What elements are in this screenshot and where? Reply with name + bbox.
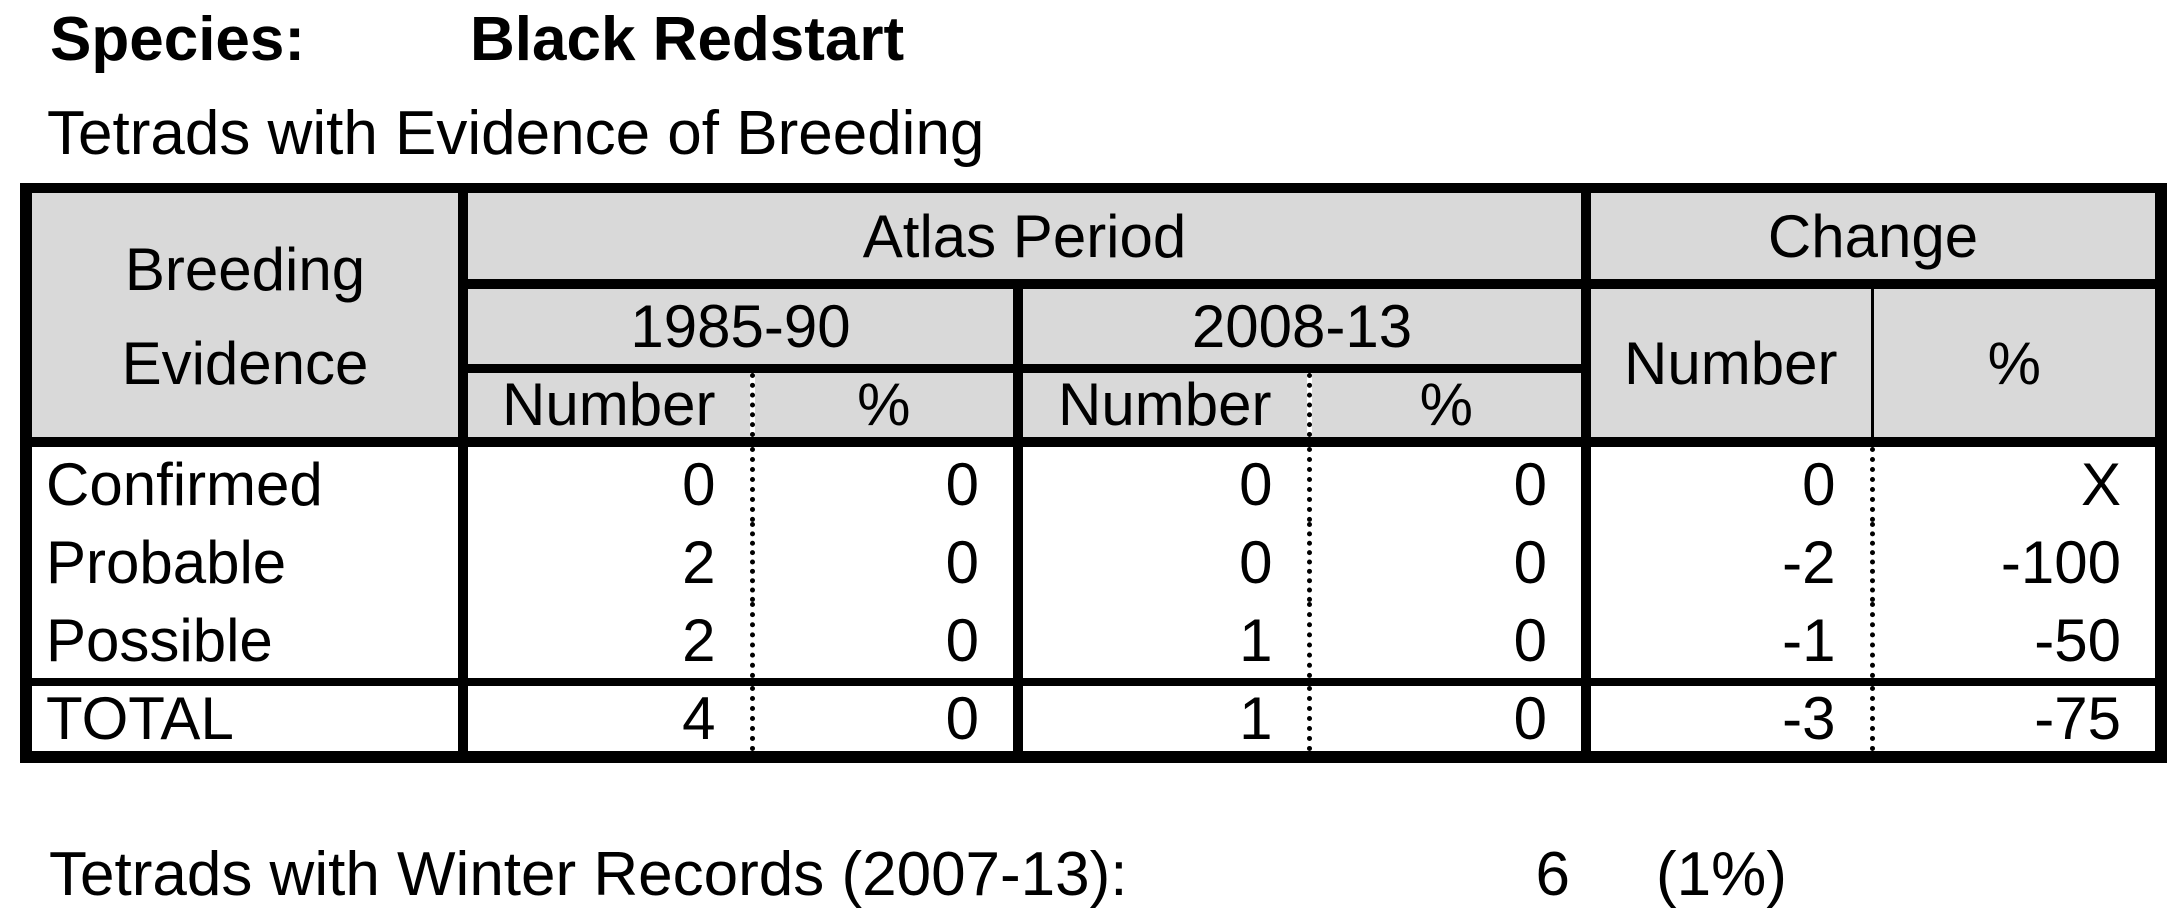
table-cell: 0 bbox=[1581, 442, 1872, 522]
row-label: Possible bbox=[26, 602, 468, 682]
table-cell: 0 bbox=[1013, 522, 1309, 602]
atlas-period-header: Atlas Period bbox=[463, 188, 1586, 289]
table-cell: 1 bbox=[1013, 602, 1309, 682]
table-cell: 0 bbox=[682, 451, 716, 518]
breeding-evidence-header-line1: Breeding bbox=[124, 235, 366, 303]
table-cell: 0 bbox=[749, 678, 1018, 757]
p2-number-header: Number bbox=[1013, 368, 1309, 447]
row-label: TOTAL bbox=[26, 678, 468, 757]
change-number-header: Number bbox=[1581, 284, 1874, 447]
table-cell: 0 bbox=[1306, 522, 1586, 602]
table-caption: Tetrads with Evidence of Breeding bbox=[47, 99, 985, 168]
table-cell: 0 bbox=[1013, 442, 1309, 522]
breeding-evidence-header: Breeding Evidence bbox=[26, 188, 468, 447]
p2-percent-header: % bbox=[1306, 368, 1586, 447]
row-label: Probable bbox=[26, 522, 468, 602]
header-row-2: 1985-90 2008-13 Number % bbox=[26, 284, 2161, 447]
table-cell: -2 bbox=[1581, 522, 1872, 602]
table-cell: -50 bbox=[1869, 602, 2161, 682]
species-label: Species: bbox=[50, 5, 306, 74]
table-cell: -3 bbox=[1581, 678, 1872, 757]
p1-percent-header: % bbox=[749, 368, 1018, 447]
table-row-possible: Possible 2 0 1 0 -1 -50 bbox=[26, 602, 2161, 682]
table-cell: 0 bbox=[1306, 602, 1586, 682]
table-cell: -100 bbox=[1869, 522, 2161, 602]
table-cell: 4 bbox=[463, 678, 752, 757]
change-percent-header-label: % bbox=[1987, 329, 2041, 397]
table-cell: -75 bbox=[1869, 678, 2161, 757]
table-cell: 0 bbox=[1306, 678, 1586, 757]
table-row-total: TOTAL 4 0 1 0 -3 -75 bbox=[26, 678, 2161, 757]
p1-number-header: Number bbox=[463, 368, 752, 447]
table-cell: 0 bbox=[749, 442, 1018, 522]
table-cell: 0 bbox=[749, 602, 1018, 682]
header-row-3: Number % Number % bbox=[26, 368, 2161, 447]
species-name: Black Redstart bbox=[470, 5, 905, 74]
change-percent-header: % bbox=[1872, 284, 2161, 447]
winter-records-percent: (1%) bbox=[1656, 840, 1787, 909]
table-cell: 2 bbox=[682, 606, 716, 674]
table-cell: 0 bbox=[749, 522, 1018, 602]
table-cell: -1 bbox=[1581, 602, 1872, 682]
table-row-confirmed: Confirmed 0 0 0 0 0 X bbox=[26, 442, 2161, 522]
table-row-probable: Probable 2 0 0 0 -2 -100 bbox=[26, 522, 2161, 602]
change-number-header-label: Number bbox=[1624, 329, 1838, 397]
row-label: Confirmed bbox=[26, 442, 468, 522]
change-header: Change bbox=[1581, 188, 2161, 289]
winter-records-label: Tetrads with Winter Records (2007-13): bbox=[49, 840, 1128, 909]
winter-records-count: 6 bbox=[1535, 840, 1570, 909]
period-2008-13-header: 2008-13 bbox=[1013, 284, 1586, 373]
period-1985-90-header: 1985-90 bbox=[463, 284, 1018, 373]
breeding-evidence-table: Breeding Evidence Atlas Period Change 19… bbox=[20, 183, 2167, 763]
table-cell: X bbox=[1869, 442, 2161, 522]
table-cell: 0 bbox=[1306, 442, 1586, 522]
table-cell: 1 bbox=[1013, 678, 1309, 757]
breeding-evidence-header-line2: Evidence bbox=[121, 329, 369, 397]
table-cell: 2 bbox=[682, 528, 716, 596]
header-row-1: Breeding Evidence Atlas Period Change bbox=[26, 188, 2161, 447]
